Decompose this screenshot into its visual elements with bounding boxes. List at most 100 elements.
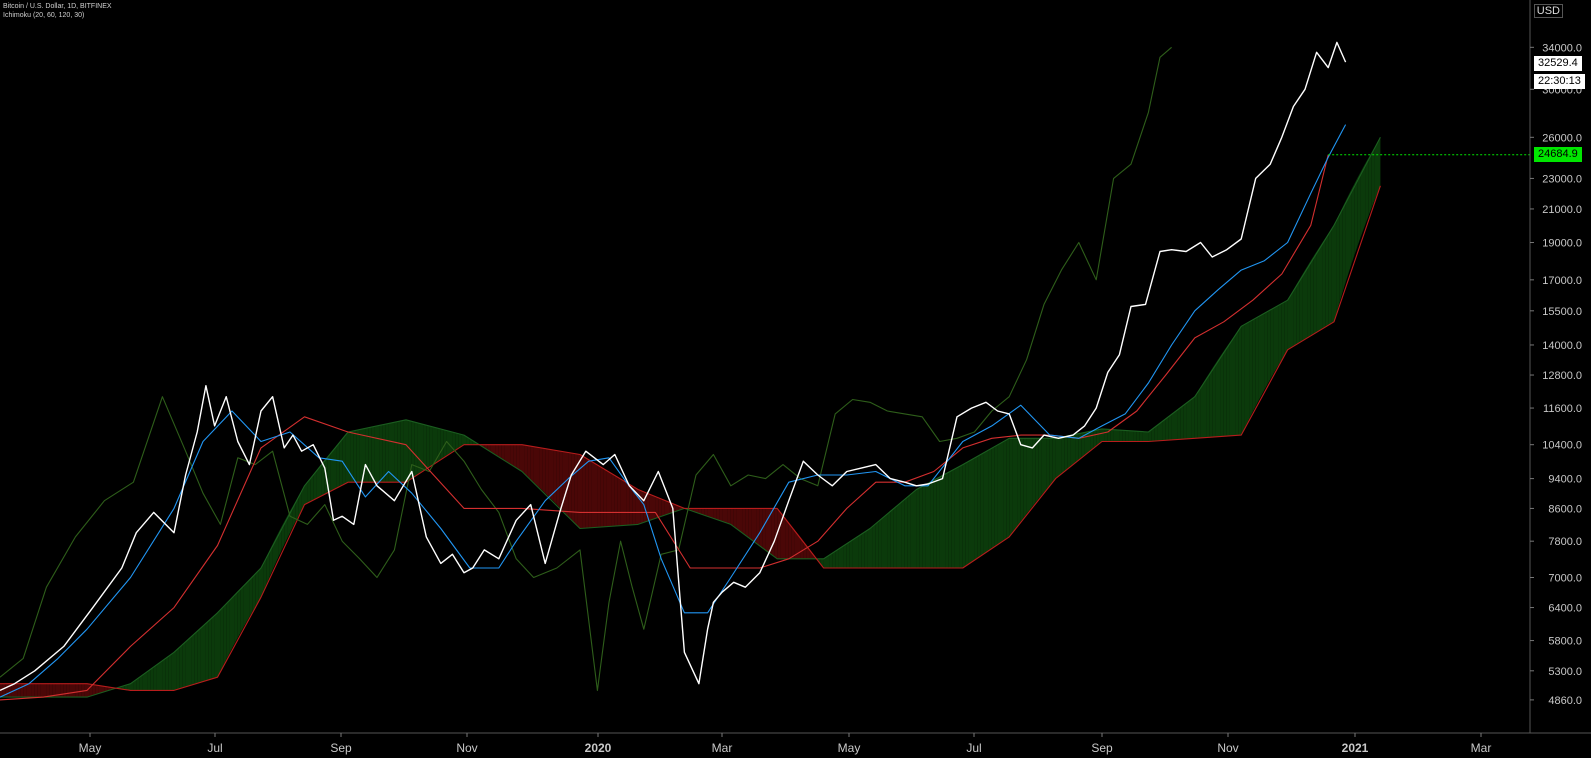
cloud-segment [829, 552, 833, 569]
cloud-segment [171, 652, 174, 691]
cloud-segment [1345, 195, 1349, 283]
cloud-segment [342, 435, 346, 486]
cloud-segment [417, 422, 421, 475]
cloud-segment [458, 433, 462, 449]
currency-label[interactable]: USD [1533, 4, 1563, 18]
cloud-segment [1032, 438, 1036, 507]
cloud-segment [1273, 306, 1276, 375]
cloud-segment [168, 654, 172, 691]
cloud-segment [1122, 430, 1126, 442]
cloud-segment [435, 427, 438, 463]
cloud-segment [884, 513, 888, 569]
cloud-segment [1015, 438, 1018, 530]
cloud-segment [629, 483, 633, 526]
cloud-segment [211, 615, 215, 679]
price-axis[interactable]: 34000.030000.026000.023000.021000.019000… [1530, 42, 1582, 707]
y-tick-label: 5800.0 [1548, 636, 1582, 648]
cloud-segment [1035, 438, 1039, 503]
cloud-segment [350, 430, 354, 483]
cloud-segment [8, 683, 12, 698]
time-axis[interactable]: May Jul Sep Nov 2020 Mar May Jul Sep Nov 2021 Mar [79, 733, 1492, 755]
cloud-segment [1296, 279, 1300, 345]
kijun-price-tag: 24684.9 [1534, 146, 1582, 162]
x-tick-label: Mar [712, 741, 733, 755]
cloud-segment [310, 474, 314, 502]
cloud-segment [1154, 425, 1158, 442]
y-tick-label: 15500.0 [1542, 306, 1582, 318]
cloud-segment [716, 508, 720, 521]
cloud-segment [31, 683, 35, 698]
cloud-segment [1113, 429, 1117, 442]
cloud-segment [1044, 438, 1047, 493]
cloud-segment [1299, 274, 1303, 343]
cloud-segment [530, 446, 534, 483]
y-tick-label: 10400.0 [1542, 440, 1582, 452]
cloud-segment [1026, 438, 1030, 514]
cloud-segment [1058, 437, 1062, 477]
cloud-segment [1357, 173, 1361, 247]
cloud-segment [37, 683, 41, 698]
cloud-segment [159, 660, 163, 691]
cloud-segment [182, 641, 186, 688]
cloud-segment [620, 478, 624, 526]
cloud-segment [63, 683, 67, 698]
cloud-segment [1336, 212, 1340, 312]
cloud-segment [127, 683, 131, 691]
cloud-segment [901, 498, 905, 569]
cloud-segment [1284, 300, 1288, 355]
cloud-segment [321, 459, 325, 496]
cloud-segment [200, 625, 203, 683]
cloud-segment [977, 454, 981, 558]
cloud-segment [150, 666, 154, 691]
cloud-segment [455, 432, 459, 451]
cloud-segment [1267, 309, 1271, 385]
cloud-segment [214, 612, 218, 679]
cloud-segment [890, 508, 894, 569]
cloud-segment [548, 449, 551, 499]
cloud-segment [1305, 265, 1308, 340]
y-tick-label: 19000.0 [1542, 238, 1582, 250]
cloud-segment [962, 462, 966, 569]
cloud-segment [1365, 157, 1369, 223]
cloud-segment [1183, 403, 1187, 440]
cloud-segment [1278, 303, 1282, 365]
cloud-segment [382, 424, 386, 483]
chart-legend: Bitcoin / U.S. Dollar, 1D, BITFINEX Ichi… [3, 2, 112, 20]
cloud-segment [1203, 377, 1207, 438]
cloud-segment [516, 444, 520, 470]
cloud-segment [258, 568, 261, 603]
cloud-segment [1017, 438, 1021, 526]
cloud-segment [1334, 219, 1337, 322]
y-tick-label: 26000.0 [1542, 132, 1582, 144]
cloud-segment [23, 683, 27, 698]
cloud-segment [371, 426, 375, 483]
cloud-segment [591, 461, 595, 528]
cloud-segment [916, 487, 920, 569]
cloud-segment [939, 475, 943, 569]
cloud-segment [971, 457, 975, 562]
cloud-segment [336, 442, 340, 489]
cloud-segment [263, 555, 267, 591]
cloud-segment [1255, 316, 1259, 407]
cloud-segment [136, 677, 140, 691]
cloud-segment [464, 435, 467, 445]
cloud-segment [1281, 301, 1285, 360]
bar-countdown-tag: 22:30:13 [1534, 74, 1585, 89]
cloud-segment [208, 617, 212, 680]
y-tick-label: 12800.0 [1542, 370, 1582, 382]
cloud-segment [527, 445, 531, 480]
cloud-segment [327, 452, 331, 493]
chikou-line [0, 46, 1172, 691]
cloud-segment [1157, 422, 1160, 441]
cloud-segment [664, 500, 667, 516]
cloud-segment [745, 508, 749, 537]
x-tick-label: Nov [1217, 741, 1238, 755]
y-tick-label: 17000.0 [1542, 275, 1582, 287]
cloud-segment [1023, 438, 1027, 518]
cloud-segment [948, 470, 952, 569]
cloud-segment [104, 686, 108, 692]
cloud-segment [826, 554, 830, 569]
cloud-segment [1229, 338, 1233, 436]
cloud-segment [1168, 413, 1172, 441]
